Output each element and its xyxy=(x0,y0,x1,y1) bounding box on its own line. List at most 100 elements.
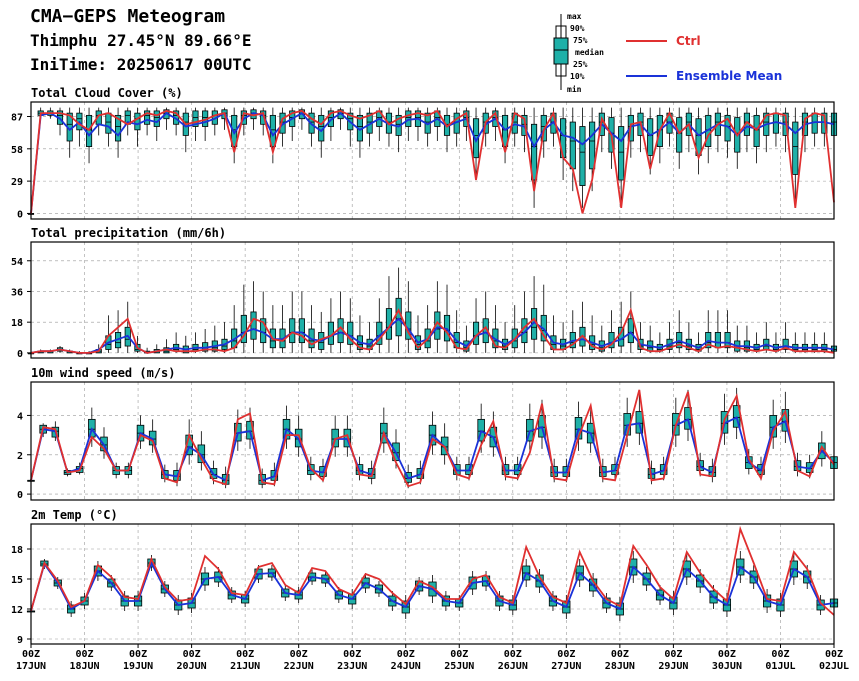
box-body xyxy=(347,321,354,345)
legend-label-75: 75% xyxy=(573,36,588,45)
box-body xyxy=(618,126,625,181)
x-tick-date: 01JUL xyxy=(765,661,795,672)
box-body xyxy=(579,126,586,186)
meteogram-title: CMA−GEPS Meteogram xyxy=(30,6,226,27)
box-body xyxy=(289,318,296,344)
location-label: Thimphu 27.45°N 89.66°E xyxy=(30,31,252,50)
box-body xyxy=(531,123,538,181)
x-tick-date: 29JUN xyxy=(658,661,688,672)
legend-label-median: median xyxy=(575,47,604,57)
box-body xyxy=(472,118,480,159)
x-tick-date: 28JUN xyxy=(605,661,635,672)
y-tick-label: 29 xyxy=(11,177,23,188)
y-tick-label: 0 xyxy=(17,209,23,220)
box-body xyxy=(782,338,789,350)
legend-ctrl-label: Ctrl xyxy=(676,34,701,48)
x-tick-date: 02JUL xyxy=(819,661,849,672)
x-tick-date: 22JUN xyxy=(284,661,314,672)
box-body xyxy=(635,411,644,434)
ensemble-mean-line xyxy=(30,560,835,612)
panel-title: 10m wind speed (m/s) xyxy=(31,366,176,380)
box-body xyxy=(724,332,731,349)
legend-mean-label: Ensemble Mean xyxy=(676,69,782,83)
box-body xyxy=(627,318,634,344)
panel-frame xyxy=(30,241,835,359)
legend-label-max: max xyxy=(567,12,582,21)
x-tick-date: 19JUN xyxy=(123,661,153,672)
ctrl-line xyxy=(30,389,835,488)
y-tick-label: 87 xyxy=(11,112,23,123)
box-body xyxy=(115,114,122,142)
x-tick-date: 25JUN xyxy=(444,661,474,672)
box-body xyxy=(250,311,257,340)
x-tick-date: 26JUN xyxy=(498,661,528,672)
box-body xyxy=(192,110,199,127)
y-tick-label: 0 xyxy=(17,490,23,501)
box-body xyxy=(569,121,576,170)
x-tick-hour: 00Z xyxy=(76,649,94,660)
x-tick-date: 30JUN xyxy=(712,661,742,672)
y-tick-label: 36 xyxy=(11,287,23,298)
panel-title: Total precipitation (mm/6h) xyxy=(31,226,226,240)
box-body xyxy=(153,110,160,127)
y-tick-label: 54 xyxy=(11,257,23,268)
x-tick-date: 27JUN xyxy=(551,661,581,672)
x-tick-date: 17JUN xyxy=(16,661,46,672)
x-tick-hour: 00Z xyxy=(718,649,736,660)
ensemble-mean-line xyxy=(30,416,835,482)
box-body xyxy=(240,314,247,344)
init-time-label: IniTime: 20250617 00UTC xyxy=(30,55,252,74)
box-body xyxy=(134,112,141,131)
x-tick-hour: 00Z xyxy=(450,649,468,660)
legend-boxplot-key: max 90% 75% median 25% 10% min xyxy=(553,12,604,94)
y-tick-label: 18 xyxy=(11,318,23,329)
legend-lines: Ctrl Ensemble Mean xyxy=(626,34,782,83)
y-tick-label: 2 xyxy=(17,451,23,462)
legend-label-min: min xyxy=(567,84,582,94)
panel-title: Total Cloud Cover (%) xyxy=(31,86,183,100)
box-body xyxy=(501,114,509,147)
box-body xyxy=(647,118,654,156)
panel-frame xyxy=(30,101,835,220)
y-tick-label: 15 xyxy=(11,575,23,586)
x-tick-hour: 00Z xyxy=(290,649,308,660)
x-tick-hour: 00Z xyxy=(343,649,361,660)
x-tick-date: 18JUN xyxy=(69,661,99,672)
legend-label-90: 90% xyxy=(570,24,585,33)
x-tick-hour: 00Z xyxy=(825,649,843,660)
x-tick-hour: 00Z xyxy=(771,649,789,660)
legend-inner-box xyxy=(553,37,569,65)
x-tick-hour: 00Z xyxy=(664,649,682,660)
box-body xyxy=(105,112,112,134)
y-tick-label: 18 xyxy=(11,545,23,556)
box-body xyxy=(714,332,721,349)
ctrl-line xyxy=(30,307,835,354)
x-tick-hour: 00Z xyxy=(22,649,40,660)
x-tick-hour: 00Z xyxy=(129,649,147,660)
ctrl-line xyxy=(30,525,835,616)
y-tick-label: 4 xyxy=(17,411,23,422)
panel-0: Total Cloud Cover (%) 0 29 58 87 xyxy=(11,86,838,220)
y-tick-label: 58 xyxy=(11,145,23,156)
box-body xyxy=(676,117,683,153)
x-tick-hour: 00Z xyxy=(397,649,415,660)
panel-1: Total precipitation (mm/6h) 0 18 36 54 xyxy=(11,226,838,360)
y-tick-label: 0 xyxy=(17,349,23,360)
ensemble-mean-line xyxy=(30,317,835,354)
panel-frame xyxy=(30,381,835,501)
x-tick-hour: 00Z xyxy=(557,649,575,660)
box-body xyxy=(231,114,238,147)
ensemble-mean-line xyxy=(30,111,835,214)
y-tick-label: 12 xyxy=(11,605,23,616)
x-tick-date: 21JUN xyxy=(230,661,260,672)
x-tick-date: 24JUN xyxy=(391,661,421,672)
box-body xyxy=(792,121,799,175)
legend-label-25: 25% xyxy=(573,60,588,69)
x-tick-date: 20JUN xyxy=(177,661,207,672)
x-tick-date: 23JUN xyxy=(337,661,367,672)
panel-title: 2m Temp (°C) xyxy=(31,508,118,522)
box-body xyxy=(298,318,305,344)
y-tick-label: 9 xyxy=(17,635,23,646)
box-body xyxy=(144,110,151,125)
